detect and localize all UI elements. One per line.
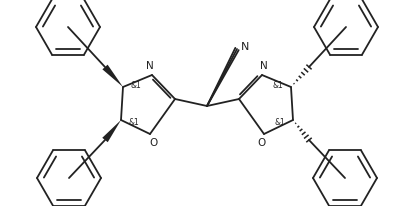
Text: &1: &1: [131, 81, 142, 89]
Text: N: N: [241, 42, 249, 52]
Text: O: O: [257, 138, 265, 148]
Text: N: N: [260, 61, 268, 71]
Text: O: O: [149, 138, 157, 148]
Polygon shape: [103, 65, 123, 87]
Text: N: N: [146, 61, 154, 71]
Polygon shape: [102, 120, 121, 142]
Text: &1: &1: [275, 117, 286, 126]
Text: &1: &1: [129, 117, 139, 126]
Text: &1: &1: [273, 81, 283, 89]
